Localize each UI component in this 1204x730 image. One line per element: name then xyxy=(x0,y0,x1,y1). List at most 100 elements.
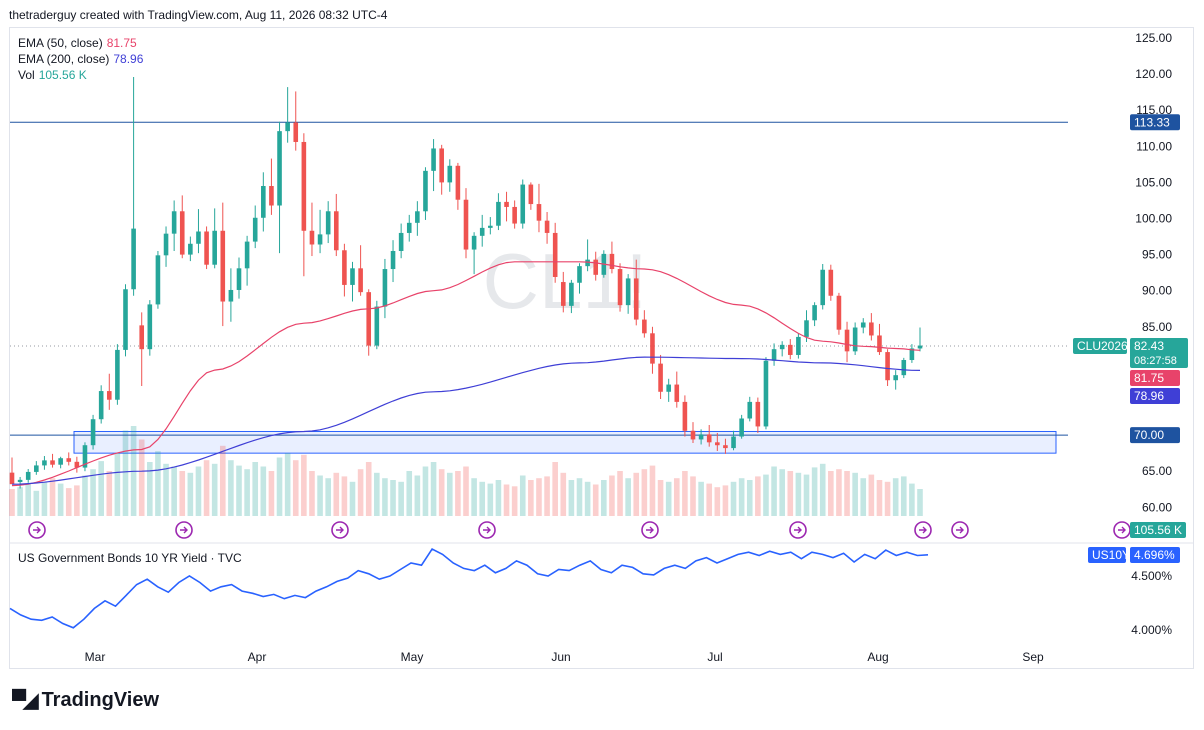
candle-body-65 xyxy=(536,204,542,221)
candle-106 xyxy=(869,313,874,341)
volume-bar-110 xyxy=(900,476,907,516)
volume-tag: 105.56 K xyxy=(1130,522,1186,538)
candle-58 xyxy=(479,214,485,247)
candle-12 xyxy=(106,373,112,410)
ema50-line xyxy=(11,261,921,487)
volume-bar-88 xyxy=(722,485,729,516)
legend-ema200[interactable]: EMA (200, close) 78.96 xyxy=(18,51,143,67)
candle-body-27 xyxy=(228,289,234,302)
candle-11 xyxy=(98,385,104,424)
volume-bar-19 xyxy=(163,463,169,516)
candle-39 xyxy=(325,201,331,244)
candle-95 xyxy=(779,341,785,357)
legend-ema50-label: EMA (50, close) xyxy=(18,36,103,50)
volume-bar-44 xyxy=(365,462,372,516)
candle-54 xyxy=(447,159,453,192)
volume-bar-105 xyxy=(860,478,867,516)
candle-2 xyxy=(25,469,31,483)
candle-35 xyxy=(293,91,299,151)
candle-body-8 xyxy=(74,461,80,468)
volume-bar-97 xyxy=(795,472,802,516)
candle-18 xyxy=(155,250,161,309)
candle-body-78 xyxy=(642,319,647,334)
candle-body-80 xyxy=(658,363,663,392)
volume-bar-13 xyxy=(114,453,121,516)
candle-71 xyxy=(585,239,590,272)
volume-bar-43 xyxy=(357,469,364,516)
candle-23 xyxy=(196,209,201,254)
candle-body-41 xyxy=(342,250,347,285)
symbol-price-tag: CLU2026 82.43 08:27:58 xyxy=(1073,338,1188,368)
volume-bar-108 xyxy=(884,481,891,516)
support-tag-bg xyxy=(1130,427,1180,444)
event-marker-1 xyxy=(175,521,193,539)
last-price-text: 82.43 xyxy=(1134,339,1164,353)
candle-body-57 xyxy=(471,235,477,250)
volume-bar-37 xyxy=(309,471,315,516)
candle-101 xyxy=(828,264,834,301)
candle-97 xyxy=(796,333,801,359)
candle-body-92 xyxy=(755,401,761,427)
resistance-tag-bg xyxy=(1130,114,1180,131)
volume-bar-22 xyxy=(187,472,194,516)
candle-body-96 xyxy=(787,344,793,355)
event-arrow-icon-3 xyxy=(483,526,491,534)
candle-body-91 xyxy=(747,401,753,419)
candle-21 xyxy=(179,195,185,259)
yield-tick-0: 4.500% xyxy=(1131,569,1172,583)
candle-47 xyxy=(390,240,396,283)
legend-volume-label: Vol xyxy=(18,68,35,82)
candle-body-11 xyxy=(98,391,104,420)
candle-body-98 xyxy=(804,320,809,337)
candle-17 xyxy=(147,300,153,356)
symbol-tag-bg xyxy=(1073,338,1127,354)
volume-bar-46 xyxy=(382,478,388,516)
volume-bar-33 xyxy=(276,457,283,516)
price-tick-6: 95.00 xyxy=(1142,248,1172,262)
candle-body-82 xyxy=(674,384,680,402)
volume-bar-87 xyxy=(714,487,721,516)
volume-bar-65 xyxy=(536,478,542,516)
candle-body-23 xyxy=(196,231,201,244)
yield-line xyxy=(9,547,929,629)
candle-61 xyxy=(504,191,509,222)
event-marker-7 xyxy=(951,521,969,539)
candle-body-67 xyxy=(552,232,558,277)
candle-body-45 xyxy=(374,306,380,346)
price-tick-13: 60.00 xyxy=(1142,500,1172,514)
candle-20 xyxy=(171,200,177,251)
volume-bar-91 xyxy=(746,480,753,516)
volume-bar-101 xyxy=(828,471,834,516)
support-zone xyxy=(73,430,1057,454)
volume-bar-35 xyxy=(292,460,299,516)
volume-bar-84 xyxy=(690,476,696,516)
volume-bar-28 xyxy=(236,465,242,516)
ema50-tag-bg xyxy=(1130,370,1180,386)
event-arrow-icon-5 xyxy=(794,526,802,534)
candle-body-26 xyxy=(220,230,226,302)
time-axis: Mar Apr May Jun Jul Aug Sep xyxy=(85,650,1044,664)
legend-volume[interactable]: Vol 105.56 K xyxy=(18,67,143,83)
volume-bar-75 xyxy=(617,471,623,516)
candle-body-85 xyxy=(698,434,704,440)
candle-body-109 xyxy=(893,375,898,381)
candle-84 xyxy=(690,422,696,444)
volume-bar-64 xyxy=(528,480,534,516)
candle-53 xyxy=(439,144,444,195)
candle-110 xyxy=(901,357,907,379)
tradingview-logo[interactable]: ▀◢ TradingView xyxy=(12,688,159,713)
time-tick-mar: Mar xyxy=(85,650,106,664)
price-tick-0: 125.00 xyxy=(1135,31,1172,45)
candle-body-5 xyxy=(50,460,55,465)
candle-body-62 xyxy=(512,206,517,224)
candle-15 xyxy=(131,76,136,296)
candle-96 xyxy=(787,339,793,360)
candle-body-9 xyxy=(82,445,88,468)
support-zone-rect xyxy=(73,430,1057,454)
candle-body-106 xyxy=(869,322,874,336)
candle-body-83 xyxy=(682,401,688,431)
legend-ema50[interactable]: EMA (50, close) 81.75 xyxy=(18,35,143,51)
volume-bar-82 xyxy=(673,478,680,516)
yield-value-tag-text: 4.696% xyxy=(1134,548,1175,562)
